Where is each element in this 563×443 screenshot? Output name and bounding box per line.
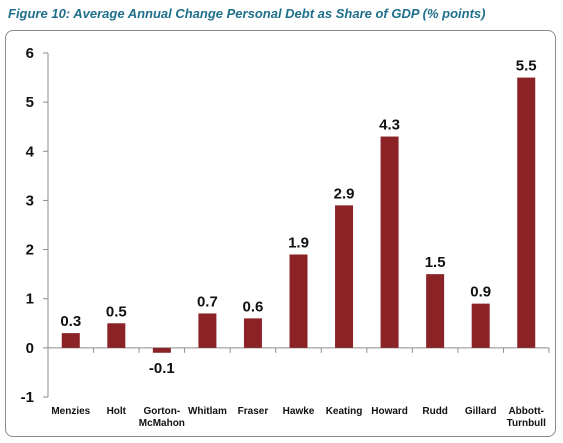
y-tick-label: 5 [26, 94, 34, 111]
data-label: 1.9 [288, 234, 309, 251]
y-tick-label: 6 [26, 45, 34, 62]
bar [426, 274, 445, 348]
y-tick-label: 3 [26, 192, 34, 209]
data-label: -0.1 [149, 360, 175, 377]
y-tick-label: 2 [26, 242, 34, 259]
x-tick-label: Rudd [422, 406, 448, 417]
data-label: 1.5 [425, 254, 446, 271]
bar [152, 347, 171, 353]
data-label: 0.5 [106, 303, 127, 320]
data-label: 0.9 [470, 284, 491, 301]
x-tick-label: Gillard [465, 406, 497, 417]
y-tick-label: 4 [26, 143, 35, 160]
data-label: 5.5 [516, 58, 537, 75]
x-tick-label: Abbott-Turnbull [507, 406, 546, 429]
y-tick-label: 0 [26, 340, 34, 357]
data-label: 4.3 [379, 117, 400, 134]
data-label: 0.3 [60, 313, 81, 330]
x-tick-label: Holt [107, 406, 127, 417]
x-tick-label: Hawke [283, 406, 315, 417]
x-tick-label: Howard [371, 406, 408, 417]
bar [289, 254, 308, 348]
data-label: 2.9 [334, 185, 355, 202]
y-tick-label: 1 [26, 291, 34, 308]
bar [243, 318, 262, 348]
bar [471, 303, 490, 348]
bar [335, 205, 354, 348]
data-label: 0.6 [243, 298, 264, 315]
bar [380, 136, 399, 348]
bar [107, 323, 126, 348]
x-tick-label: Gorton-McMahon [139, 406, 185, 429]
x-tick-label: Menzies [51, 406, 90, 417]
chart-frame [5, 30, 556, 437]
bar [517, 77, 536, 348]
x-tick-label: Keating [326, 406, 363, 417]
y-tick-label: -1 [21, 389, 34, 406]
figure-title: Figure 10: Average Annual Change Persona… [8, 6, 486, 21]
bar [198, 313, 217, 348]
data-label: 0.7 [197, 293, 218, 310]
bar [61, 333, 80, 348]
x-tick-label: Whitlam [188, 406, 227, 417]
x-tick-label: Fraser [238, 406, 269, 417]
